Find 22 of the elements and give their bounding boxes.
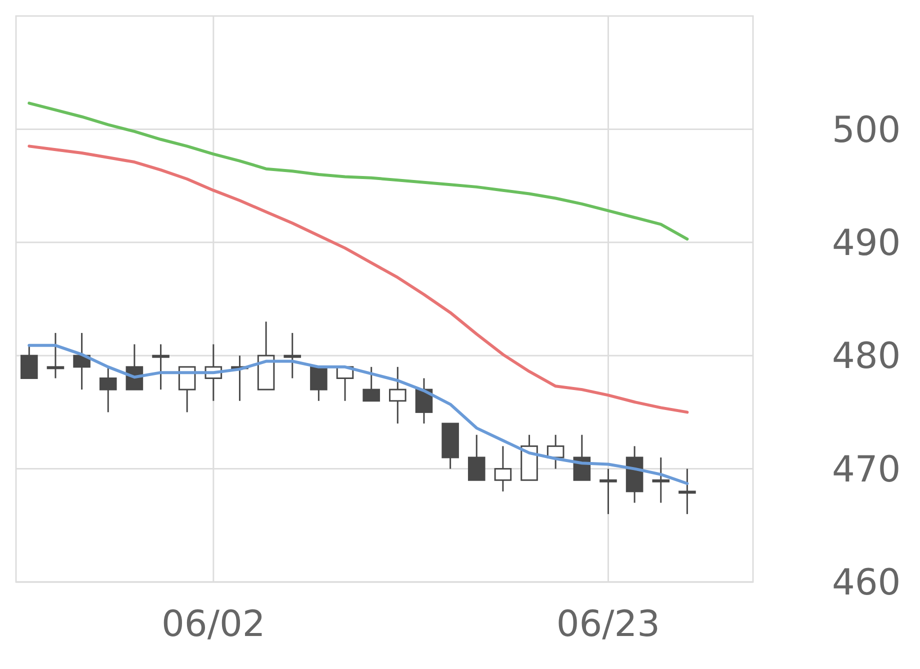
- candlestick: [362, 366, 380, 402]
- line-series: [28, 344, 689, 486]
- candlestick: [678, 468, 696, 515]
- x-tick-label: 06/02: [162, 604, 266, 645]
- x-tick-label: 06/23: [556, 604, 660, 645]
- line-series: [28, 144, 689, 414]
- y-tick-label: 460: [832, 562, 901, 604]
- candlestick: [468, 434, 486, 481]
- candlestick: [652, 456, 670, 504]
- y-tick-label: 480: [832, 336, 901, 378]
- candlestick: [46, 332, 64, 379]
- line-series: [28, 102, 689, 241]
- y-tick-label: 490: [832, 223, 901, 264]
- candlestick: [284, 332, 302, 379]
- y-tick-label: 500: [832, 110, 901, 151]
- candlestick: [310, 366, 328, 402]
- candlestick: [600, 468, 617, 515]
- candlestick: [152, 344, 170, 390]
- candlestick: [494, 445, 512, 492]
- y-tick-label: 470: [832, 449, 901, 490]
- candlestick: [99, 366, 117, 413]
- candlestick: [389, 366, 406, 424]
